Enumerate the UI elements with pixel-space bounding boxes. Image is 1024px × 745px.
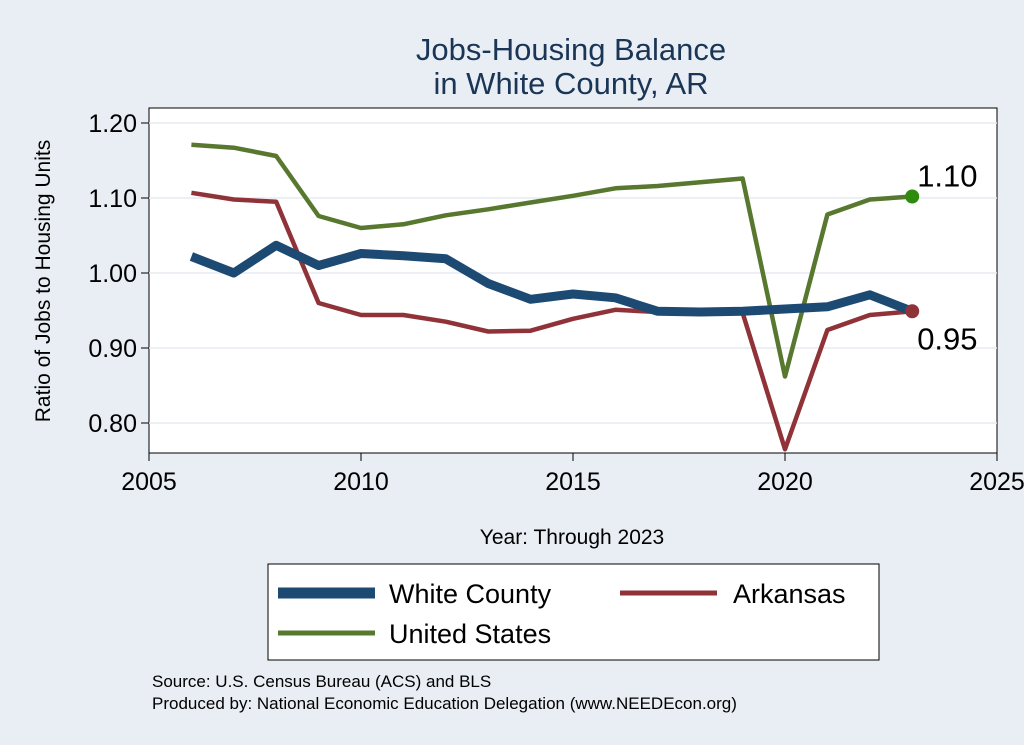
plot-area [148,107,998,454]
series-lines [189,142,914,452]
end-marker [905,189,920,204]
x-tick-label: 2005 [121,468,177,496]
source-note: Source: U.S. Census Bureau (ACS) and BLS [152,672,491,691]
legend-label: Arkansas [733,579,846,609]
chart-title-line-2: in White County, AR [433,66,708,101]
x-tick-label: 2020 [757,468,813,496]
y-tick-label: 0.80 [88,410,137,438]
y-tick-label: 1.00 [88,260,137,288]
legend: White County Arkansas United States [278,579,846,649]
x-tick-label: 2010 [333,468,389,496]
legend-label: White County [389,579,552,609]
grid-lines [149,122,997,424]
x-tick-label: 2025 [969,468,1024,496]
chart-title-line-1: Jobs-Housing Balance [416,32,726,67]
x-axis-label: Year: Through 2023 [480,526,665,549]
series-line-united-states [191,142,913,379]
y-tick-label: 0.90 [88,335,137,363]
end-label: 1.10 [917,159,977,194]
produced-by-note: Produced by: National Economic Education… [152,694,737,713]
series-line-white-county [189,240,914,317]
end-label: 0.95 [917,321,977,356]
y-tick-label: 1.10 [88,185,137,213]
series-line-arkansas [191,190,913,452]
end-labels: 1.10 0.95 [905,159,978,356]
y-tick-label: 1.20 [88,110,137,138]
y-axis-label: Ratio of Jobs to Housing Units [32,140,55,422]
x-tick-label: 2015 [545,468,601,496]
x-axis-ticks: 2005 2010 2015 2020 2025 [121,453,1024,496]
legend-box [267,563,880,661]
y-axis-ticks: 0.80 0.90 1.00 1.10 1.20 [88,110,149,438]
end-marker [905,304,920,319]
legend-label: United States [389,619,551,649]
